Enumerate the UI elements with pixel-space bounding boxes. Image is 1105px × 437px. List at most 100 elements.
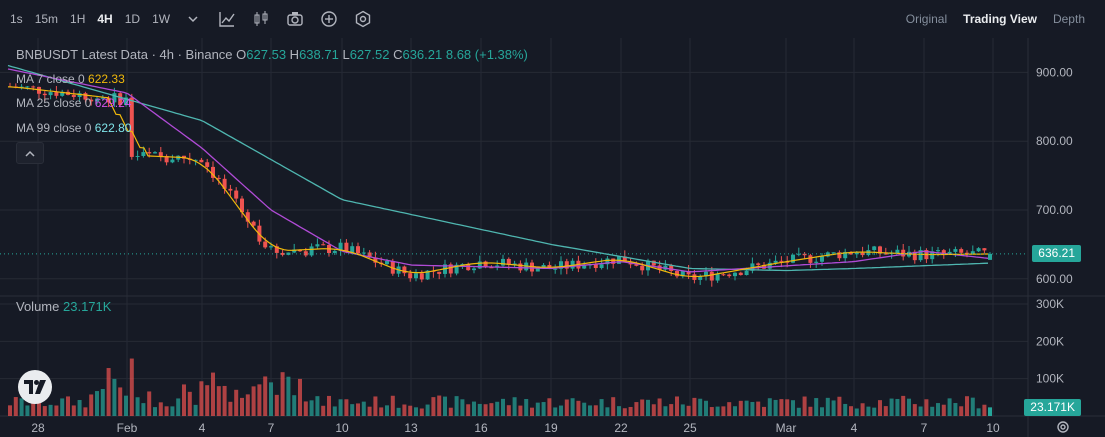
volume-bar [889,398,894,416]
interval-group: 1s 15m 1H 4H 1D 1W [0,12,176,26]
volume-bar [228,401,233,416]
volume-bar [744,400,749,416]
view-depth[interactable]: Depth [1052,12,1085,26]
volume-bar [356,403,360,416]
candle-body [129,97,134,157]
collapse-legend-button[interactable] [16,142,44,164]
chart-area[interactable]: 900.00 800.00 700.00 600.00 300K 200K 100K 28 Fe… [0,38,1105,437]
volume-bar [193,404,198,416]
candle-body [118,93,123,106]
volume-bar [83,407,88,416]
close-value: 636.21 [402,47,443,62]
tradingview-logo[interactable] [18,370,52,404]
volume-bar [808,406,813,416]
interval-1w[interactable]: 1W [152,12,171,26]
candle-body [535,268,540,272]
view-original[interactable]: Original [905,12,948,26]
volume-bar [646,399,650,416]
candle-body [124,97,128,106]
volume-bar [263,376,268,416]
candle-body [686,271,691,275]
candle-body [402,266,407,274]
volume-bar [970,397,975,416]
volume-bar [559,405,563,416]
candle-body [634,264,639,266]
volume-bar [298,378,302,416]
candle-body [675,271,679,277]
ma99-line [7,64,989,272]
volume-bar [477,403,482,416]
candle-body [704,271,708,277]
volume-bar [8,405,12,416]
candle-body [153,152,157,154]
volume-bar [622,408,627,416]
chart-toolbar: 1s 15m 1H 4H 1D 1W Original Trading View Dept… [0,0,1105,38]
volume-bar [251,386,256,416]
change-value: 8.68 (+1.38%) [445,47,528,62]
candle-body [425,270,430,280]
ma7-value: 622.33 [88,72,125,86]
interval-1d[interactable]: 1D [124,12,141,26]
volume-bar [437,395,442,416]
current-volume-tag: 23.171K [1024,398,1081,416]
volume-bar [124,395,128,416]
volume-bar [872,407,877,416]
candle-body [292,249,297,253]
candle-body [808,255,813,263]
volume-bar [506,405,511,416]
add-icon[interactable] [318,8,340,30]
volume-bar [361,401,366,416]
volume-bar [733,406,737,416]
candle-body [483,261,488,268]
volume-bar [286,376,291,416]
volume-bar [274,394,279,416]
candle-body [344,242,349,253]
time-tick-label: 22 [614,421,628,435]
chart-settings-gear-icon[interactable] [1056,420,1070,434]
volume-bar [779,399,784,416]
volume-bar [866,406,871,416]
interval-4h[interactable]: 4H [97,12,113,26]
volume-legend: Volume 23.171K [16,299,111,314]
price-chart[interactable]: 900.00 800.00 700.00 600.00 300K 200K 100K 28 Fe… [0,38,1105,437]
candle-body [506,258,511,265]
candle-body [385,260,389,265]
volume-bar [860,403,865,416]
volume-bar [292,395,297,416]
candle-body [582,265,587,269]
candle-body [77,93,82,98]
interval-1s[interactable]: 1s [10,12,23,26]
candle-body [373,257,378,263]
volume-bar [796,407,801,416]
candle-body [814,261,819,263]
interval-1h[interactable]: 1H [70,12,86,26]
candle-body [390,260,395,274]
screenshot-icon[interactable] [284,8,306,30]
chevron-down-icon[interactable] [182,8,204,30]
volume-bar [657,398,662,416]
candle-type-icon[interactable] [250,8,272,30]
candle-body [495,265,500,268]
candle-body [512,263,517,265]
high-value: 638.71 [299,47,339,62]
candle-body [709,271,714,281]
volume-bar [941,404,946,416]
candle-body [269,246,273,248]
volume-bar [54,405,59,416]
volume-bar [385,405,389,416]
volume-bar [924,399,929,416]
volume-bar [390,395,395,416]
indicators-icon[interactable] [216,8,238,30]
price-tick-label: 800.00 [1036,134,1073,148]
settings-hex-icon[interactable] [352,8,374,30]
interval-15m[interactable]: 15m [34,12,59,26]
volume-bar [605,407,610,416]
volume-bar [454,396,459,416]
candle-body [570,260,575,269]
candle-body [727,274,732,277]
volume-bar [564,399,569,416]
volume-bar [541,402,546,416]
volume-bar [257,384,262,416]
candle-body [489,267,494,269]
view-trading-view[interactable]: Trading View [963,12,1037,26]
